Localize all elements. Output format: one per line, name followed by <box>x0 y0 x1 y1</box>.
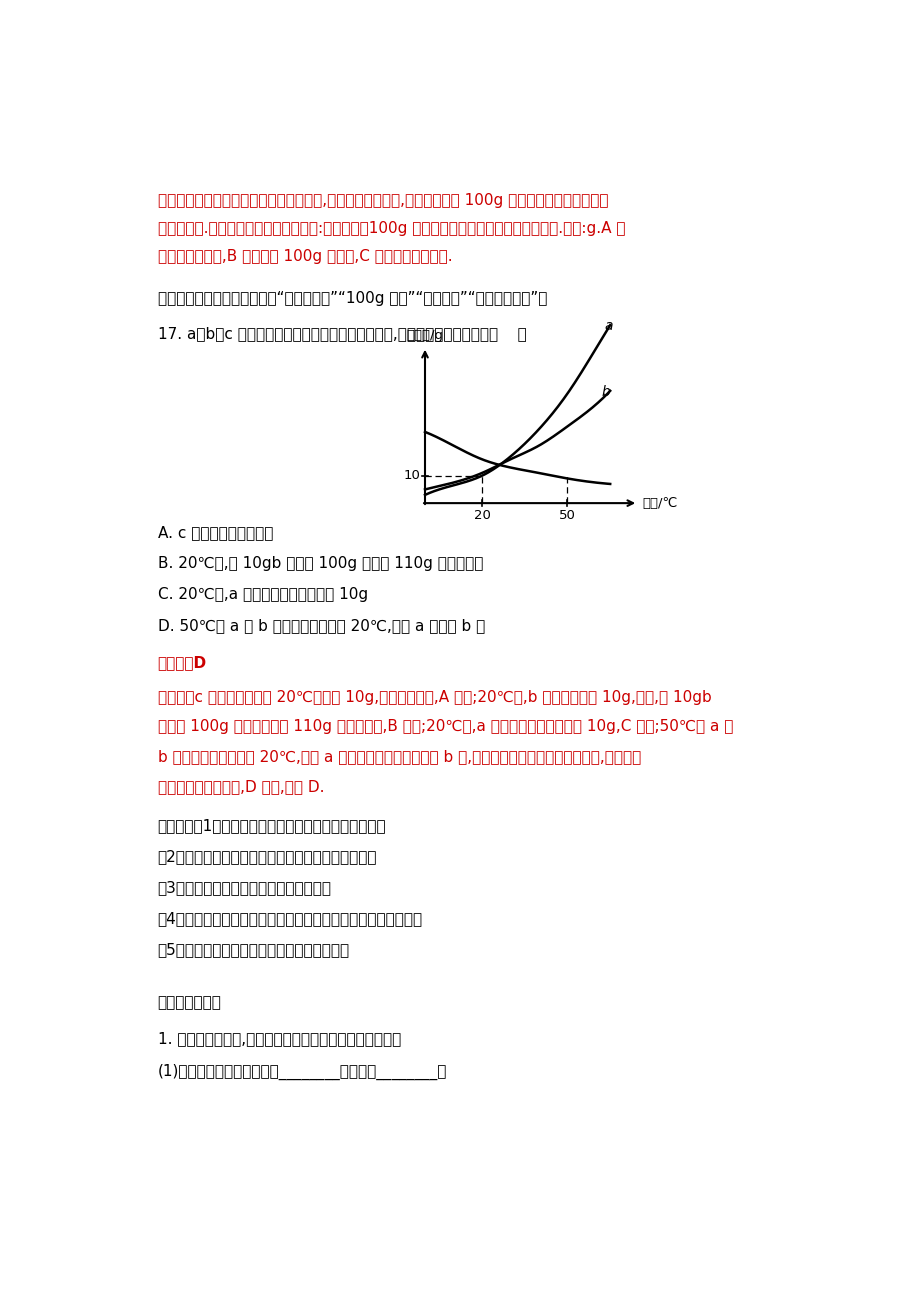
Text: 10: 10 <box>403 469 420 482</box>
Text: b 的两杯饱和溶液降至 20℃,虽然 a 的溶解度受温度的影响比 b 大,但没有说明两种饱和溶液的质量,所以无法: b 的两杯饱和溶液降至 20℃,虽然 a 的溶解度受温度的影响比 b 大,但没有… <box>157 749 641 764</box>
Text: (1)碰的汽油溶液中，溶质是________，溶剂是________；: (1)碰的汽油溶液中，溶质是________，溶剂是________； <box>157 1064 447 1079</box>
Text: b: b <box>601 385 609 400</box>
Text: 温度/℃: 温度/℃ <box>641 496 676 509</box>
Text: 有说明饱和状态,B 没有说明 100g 溶液水,C 没有说明温度条件.: 有说明饱和状态,B 没有说明 100g 溶液水,C 没有说明温度条件. <box>157 250 452 264</box>
Text: 【解析】c 物质的溶解度在 20℃时大于 10g,属于易溶物质,A 正确;20℃时,b 的溶解度大于 10g,所以,将 10gb: 【解析】c 物质的溶解度在 20℃时大于 10g,属于易溶物质,A 正确;20℃… <box>157 690 710 704</box>
Text: （3）可以确定温度对溶解度的影响状况。: （3）可以确定温度对溶解度的影响状况。 <box>157 880 331 894</box>
Text: B. 20℃时,将 10gb 溶解在 100g 水中得 110g 不饱和溶液: B. 20℃时,将 10gb 溶解在 100g 水中得 110g 不饱和溶液 <box>157 556 482 570</box>
Text: 20: 20 <box>473 509 490 522</box>
Text: 【总结】（1）可以查出某种物质在某温度下的溶解度。: 【总结】（1）可以查出某种物质在某温度下的溶解度。 <box>157 818 386 833</box>
Text: 【答案】D: 【答案】D <box>157 656 207 671</box>
Text: （2）可以比较不同物质在同一温度下的溶解度大小。: （2）可以比较不同物质在同一温度下的溶解度大小。 <box>157 849 377 863</box>
Text: 【总结】固体溶解度四要素：“一定温度下”“100g 溶剂”“饱和状态”“所溶解的克数”。: 【总结】固体溶解度四要素：“一定温度下”“100g 溶剂”“饱和状态”“所溶解的… <box>157 292 547 306</box>
Text: （5）利用温度对物质溶解度的影响提纯物质。: （5）利用温度对物质溶解度的影响提纯物质。 <box>157 943 349 957</box>
Text: 溶解在 100g 水中可以得到 110g 不饱和溶液,B 正确;20℃时,a 物质在水中的溶解度是 10g,C 正确;50℃时 a 和: 溶解在 100g 水中可以得到 110g 不饱和溶液,B 正确;20℃时,a 物… <box>157 720 732 734</box>
Text: D. 50℃时 a 和 b 的两杯饱和溶液至 20℃,析出 a 一定比 b 多: D. 50℃时 a 和 b 的两杯饱和溶液至 20℃,析出 a 一定比 b 多 <box>157 618 484 633</box>
Text: 二、非选择题：: 二、非选择题： <box>157 995 221 1010</box>
Text: 1. 碰是紫黑色晶体,可以溶解在汽油中，形成紫红色溶液。: 1. 碰是紫黑色晶体,可以溶解在汽油中，形成紫红色溶液。 <box>157 1031 401 1046</box>
Text: a: a <box>604 319 612 333</box>
Text: A. c 物质属于易溶性物质: A. c 物质属于易溶性物质 <box>157 525 273 540</box>
Text: 50: 50 <box>559 509 575 522</box>
Text: 溶解度/g: 溶解度/g <box>406 329 443 342</box>
Text: C. 20℃时,a 物质在水中的溶解度是 10g: C. 20℃时,a 物质在水中的溶解度是 10g <box>157 587 368 602</box>
Text: （4）根据溶解度曲线确定怎样制得某温度下的该物质饱和溶液。: （4）根据溶解度曲线确定怎样制得某温度下的该物质饱和溶液。 <box>157 911 423 926</box>
Text: 溶解的质量.溶解度概念中包括四个要素:一定温度、100g 溶剂、饱和状态、所溶解溶质的质量.单位:g.A 没: 溶解的质量.溶解度概念中包括四个要素:一定温度、100g 溶剂、饱和状态、所溶解… <box>157 221 624 236</box>
Text: 【解析】本题考查的是固体溶解度的概念,是指在一定温度下,某固体物质在 100g 溶剂里达到饱和状态时所: 【解析】本题考查的是固体溶解度的概念,是指在一定温度下,某固体物质在 100g … <box>157 193 607 208</box>
Text: 17. a、b、c 三种物质在水中的溶解度曲线如图所示,下列有关叙述错误的是（    ）: 17. a、b、c 三种物质在水中的溶解度曲线如图所示,下列有关叙述错误的是（ … <box>157 327 526 341</box>
Text: 判断谁析出的晶体多,D 错误,故选 D.: 判断谁析出的晶体多,D 错误,故选 D. <box>157 779 323 794</box>
